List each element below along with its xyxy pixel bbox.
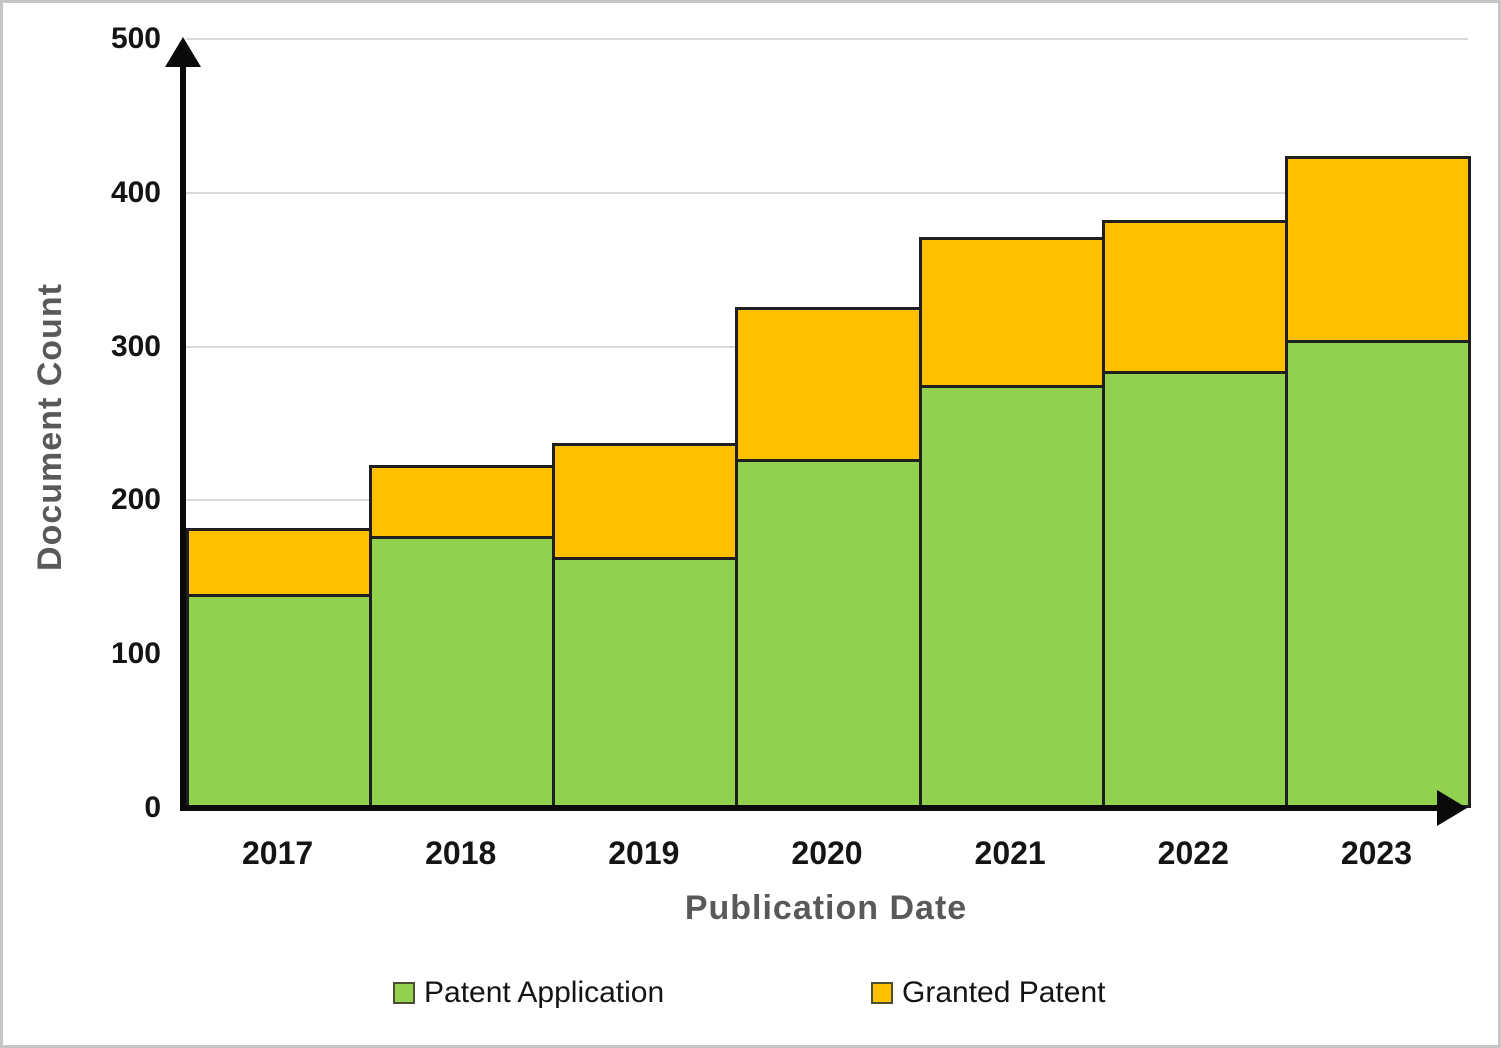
x-tick-label-2017: 2017 [241, 835, 314, 871]
plot-area: 0 100 200 300 400 500 2017 2018 2019 2020 2021 2022… [3, 3, 1498, 1045]
bar-segment-2022-granted-patent [1104, 223, 1285, 372]
x-tick-label-2020: 2020 [791, 835, 863, 871]
bar-2019 [552, 443, 739, 808]
gridline-500 [186, 38, 1468, 40]
x-axis-title: Publication Date [684, 889, 968, 927]
x-tick-label-2023: 2023 [1340, 835, 1412, 871]
y-axis-line [180, 61, 186, 811]
y-tick-label-200: 200 [110, 483, 161, 517]
x-tick-label-2021: 2021 [974, 835, 1046, 871]
y-axis-title: Document Count [31, 283, 69, 571]
bar-segment-2017-granted-patent [189, 531, 370, 595]
y-tick-label-300: 300 [110, 329, 161, 363]
bar-segment-2017-patent-application [189, 594, 370, 805]
y-tick-label-500: 500 [110, 22, 161, 55]
bar-segment-2020-granted-patent [738, 309, 919, 459]
bar-segment-2021-patent-application [921, 384, 1102, 805]
legend-label-granted-patent: Granted Patent [902, 976, 1106, 1009]
x-tick-label-2019: 2019 [608, 835, 680, 871]
bar-segment-2018-granted-patent [372, 468, 553, 536]
x-axis-arrowhead-icon [1437, 790, 1467, 826]
bar-segment-2020-patent-application [738, 458, 919, 805]
gridline-400 [186, 191, 1468, 194]
bar-2018 [369, 465, 556, 808]
bar-2021 [918, 237, 1105, 808]
bar-segment-2018-patent-application [372, 535, 553, 805]
y-tick-label-400: 400 [110, 175, 161, 209]
legend-item-patent-application: Patent Application [393, 975, 664, 1011]
bar-segment-2019-patent-application [555, 557, 736, 805]
bar-2023 [1284, 155, 1471, 808]
y-axis-arrowhead-icon [165, 37, 201, 67]
y-tick-label-0: 0 [144, 791, 161, 824]
bar-2020 [735, 306, 922, 808]
x-tick-label-2022: 2022 [1157, 835, 1229, 871]
legend: Patent Application Granted Patent [3, 975, 1498, 1015]
x-axis-line [180, 805, 1448, 811]
bar-segment-2021-granted-patent [921, 240, 1102, 385]
bar-segment-2023-granted-patent [1287, 158, 1468, 341]
granted-patent-swatch-icon [871, 982, 893, 1004]
patent-application-swatch-icon [393, 982, 415, 1004]
x-tick-label-2018: 2018 [425, 835, 497, 871]
y-tick-label-100: 100 [110, 637, 161, 671]
legend-label-patent-application: Patent Application [424, 976, 665, 1009]
legend-item-granted-patent: Granted Patent [871, 975, 1105, 1011]
bar-2017 [186, 528, 373, 808]
bar-segment-2022-patent-application [1104, 371, 1285, 805]
bar-2022 [1101, 220, 1288, 808]
bar-segment-2023-patent-application [1287, 340, 1468, 805]
bar-segment-2019-granted-patent [555, 446, 736, 558]
